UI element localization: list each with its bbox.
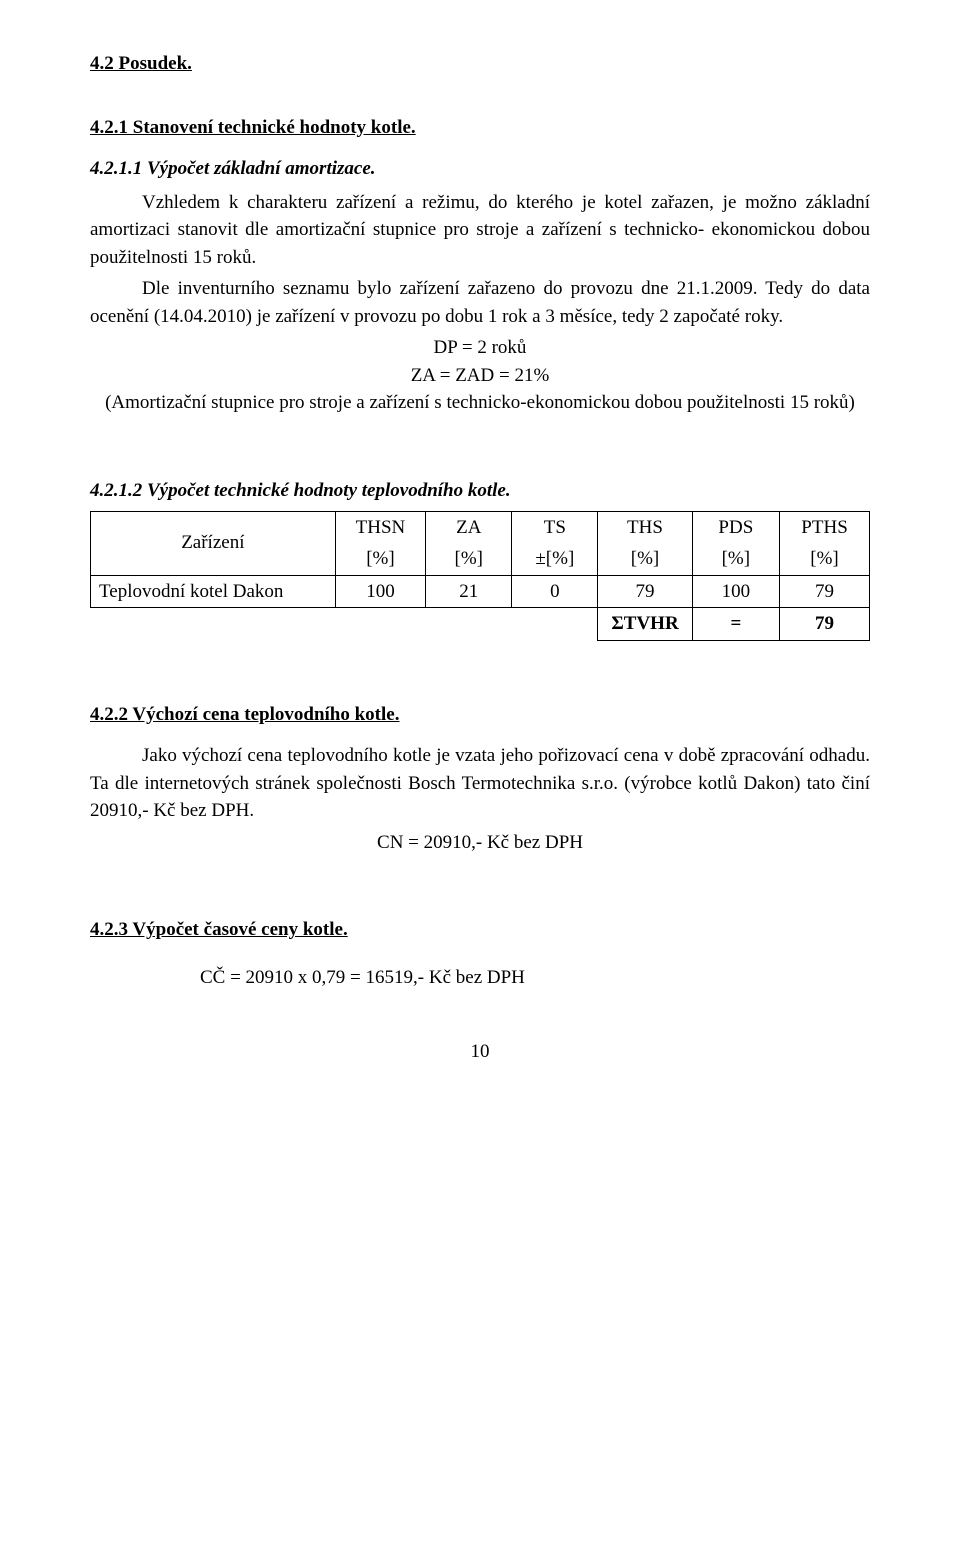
table-cell: 21 (426, 575, 512, 608)
technical-value-table: Zařízení THSN ZA TS THS PDS PTHS [%] [%]… (90, 511, 870, 641)
table-sum-row: ΣTVHR = 79 (91, 608, 870, 641)
table-cell: 100 (692, 575, 779, 608)
formula-line: ZA = ZAD = 21% (90, 362, 870, 390)
page-number: 10 (90, 1038, 870, 1066)
table-cell: 79 (780, 575, 870, 608)
table-cell: 79 (598, 575, 692, 608)
column-header-thsn: THSN (335, 511, 426, 543)
column-unit-pds: [%] (692, 543, 779, 575)
column-unit-thsn: [%] (335, 543, 426, 575)
column-header-ts: TS (512, 511, 598, 543)
paragraph-text: (Amortizační stupnice pro stroje a zaříz… (90, 389, 870, 417)
subsection-heading-4-2-1: 4.2.1 Stanovení technické hodnoty kotle. (90, 114, 870, 142)
column-unit-pths: [%] (780, 543, 870, 575)
paragraph-text: Jako výchozí cena teplovodního kotle je … (90, 742, 870, 825)
paragraph-text: Dle inventurního seznamu bylo zařízení z… (90, 275, 870, 330)
column-header-pds: PDS (692, 511, 779, 543)
paragraph-text: Vzhledem k charakteru zařízení a režimu,… (90, 189, 870, 272)
table-cell: 0 (512, 575, 598, 608)
table-cell-device: Teplovodní kotel Dakon (91, 575, 336, 608)
column-header-za: ZA (426, 511, 512, 543)
column-header-ths: THS (598, 511, 692, 543)
table-header-row: Zařízení THSN ZA TS THS PDS PTHS (91, 511, 870, 543)
formula-line: CČ = 20910 x 0,79 = 16519,- Kč bez DPH (90, 964, 870, 992)
column-header-zarizeni: Zařízení (91, 511, 336, 575)
formula-line: CN = 20910,- Kč bez DPH (90, 829, 870, 857)
sum-value: 79 (780, 608, 870, 641)
column-header-pths: PTHS (780, 511, 870, 543)
subsubsection-heading-4-2-1-2: 4.2.1.2 Výpočet technické hodnoty teplov… (90, 477, 870, 505)
sum-label: ΣTVHR (598, 608, 692, 641)
subsection-heading-4-2-2: 4.2.2 Výchozí cena teplovodního kotle. (90, 701, 870, 729)
section-heading-4-2: 4.2 Posudek. (90, 50, 870, 78)
table-cell: 100 (335, 575, 426, 608)
subsection-heading-4-2-3: 4.2.3 Výpočet časové ceny kotle. (90, 916, 870, 944)
column-unit-ths: [%] (598, 543, 692, 575)
formula-line: DP = 2 roků (90, 334, 870, 362)
sum-eq: = (692, 608, 779, 641)
table-row: Teplovodní kotel Dakon 100 21 0 79 100 7… (91, 575, 870, 608)
subsubsection-heading-4-2-1-1: 4.2.1.1 Výpočet základní amortizace. (90, 155, 870, 183)
column-unit-ts: ±[%] (512, 543, 598, 575)
column-unit-za: [%] (426, 543, 512, 575)
